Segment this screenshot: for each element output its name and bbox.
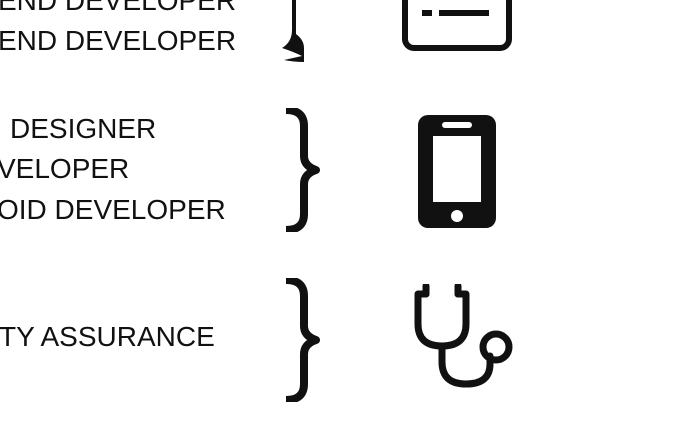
role-label: END DEVELOPER (0, 0, 237, 16)
role-label: TY ASSURANCE (0, 321, 215, 352)
role-label: END DEVELOPER (0, 25, 237, 56)
stethoscope-icon (410, 284, 518, 392)
role-label: DESIGNER (10, 113, 157, 144)
curly-brace (276, 0, 332, 62)
role-label: OID DEVELOPER (0, 194, 226, 225)
document-icon (401, 0, 513, 54)
role-label: VELOPER (0, 153, 130, 184)
smartphone-icon (418, 115, 498, 229)
curly-brace (276, 278, 332, 402)
curly-brace (276, 108, 332, 232)
